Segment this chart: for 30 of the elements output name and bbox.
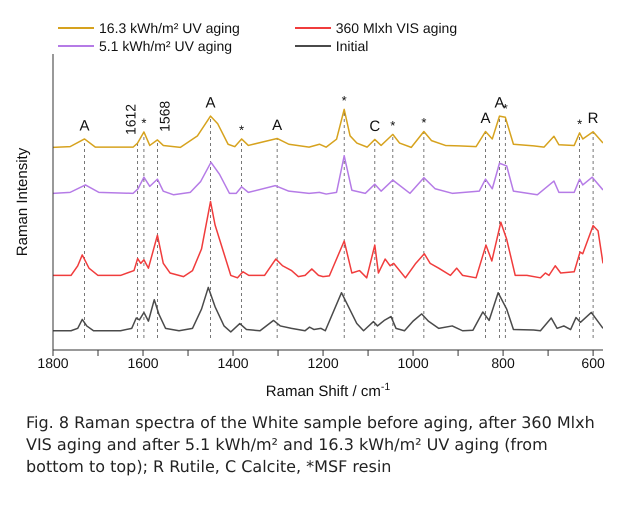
legend-label: 16.3 kWh/m² UV aging <box>99 20 240 36</box>
x-tick-label: 600 <box>581 354 605 371</box>
x-axis-title: Raman Shift / cm$^{-1}$ <box>266 381 390 400</box>
y-axis-title: Raman Intensity <box>14 147 31 256</box>
legend-label: Initial <box>336 38 368 54</box>
x-tick-label: 1400 <box>217 354 249 371</box>
annotation: * <box>421 114 426 130</box>
x-tick-label: 1600 <box>127 354 159 371</box>
annotation: C <box>369 118 380 135</box>
annotation: A <box>80 117 90 134</box>
annotation: * <box>502 100 508 116</box>
caption: Fig. 8 Raman spectra of the White sample before aging, after 360 Mlxh VIS aging and after 5.1 kWh/m² and 16.3 kWh/m² UV aging (from bottom to top); R Rutile, C Calcite, *MSF resin <box>25 412 596 478</box>
annotation: A <box>206 94 216 112</box>
legend-label: 5.1 kWh/m² UV aging <box>99 38 232 54</box>
x-tick-label: 1200 <box>307 354 339 371</box>
annotation: A <box>494 94 504 112</box>
x-tick-label: 1800 <box>37 354 69 371</box>
legend-label: 360 Mlxh VIS aging <box>336 20 458 36</box>
annotation: A <box>272 116 282 134</box>
annotation: R <box>588 110 599 128</box>
annotation: 1568 <box>156 100 172 132</box>
annotation: * <box>141 115 146 130</box>
annotation: A <box>480 110 491 127</box>
annotation: * <box>390 118 396 133</box>
annotation: * <box>577 116 582 132</box>
annotation: * <box>342 92 347 108</box>
x-tick-label: 800 <box>491 354 515 371</box>
annotation: * <box>239 122 244 138</box>
x-tick-label: 1000 <box>397 354 429 371</box>
annotation: 1612 <box>122 104 139 136</box>
